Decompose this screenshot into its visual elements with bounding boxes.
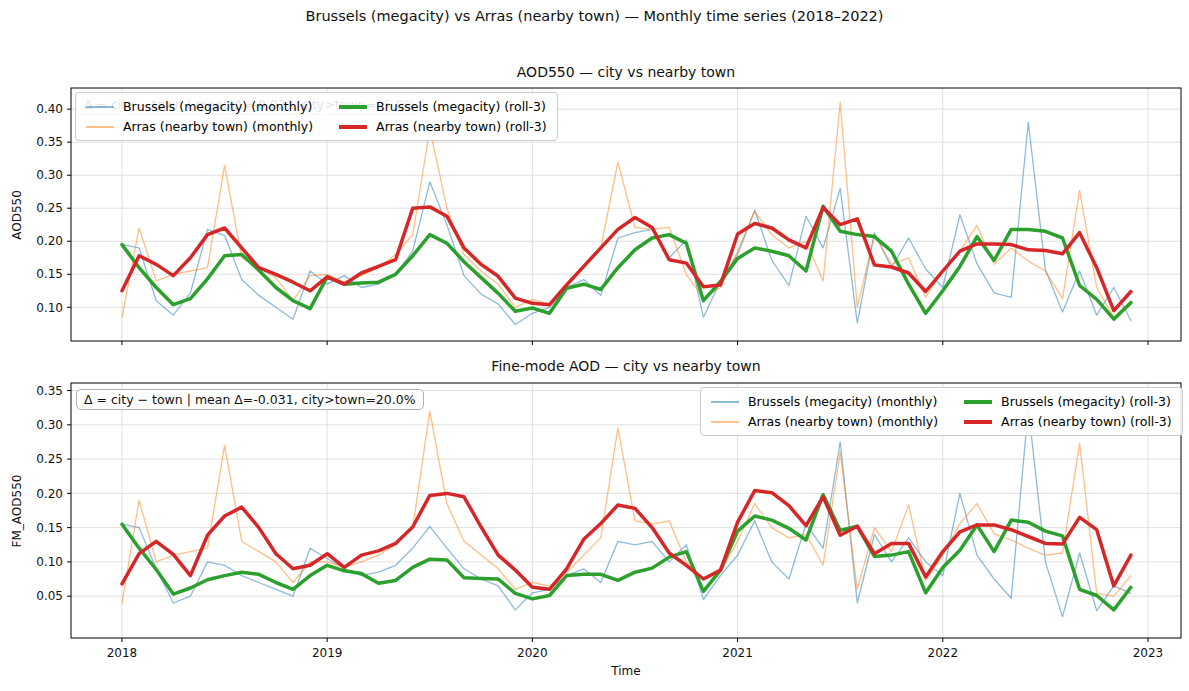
legend-item: Brussels (megacity) (roll-3) <box>339 99 547 114</box>
legend-line-swatch <box>964 400 992 404</box>
legend-label: Brussels (megacity) (roll-3) <box>376 99 546 114</box>
legend-label: Arras (nearby town) (roll-3) <box>1001 414 1172 429</box>
legend-line-swatch <box>86 126 114 128</box>
legend-item: Brussels (megacity) (roll-3) <box>964 394 1172 409</box>
legend-line-swatch <box>964 420 992 424</box>
y-tick-label: 0.35 <box>36 384 63 398</box>
figure: 0.10 0.15 0.20 0.25 0.30 0.35 0.40 0.05 0.10 0.15… <box>0 0 1189 691</box>
y-tick-label: 0.25 <box>36 452 63 466</box>
legend-line-swatch <box>339 105 367 109</box>
x-tick-label: 2023 <box>1133 646 1164 660</box>
x-tick-label: 2020 <box>517 646 548 660</box>
legend-line-swatch <box>86 106 114 108</box>
y-tick-label: 0.15 <box>36 521 63 535</box>
y-tick-label: 0.10 <box>36 301 63 315</box>
legend-item: Brussels (megacity) (monthly) <box>86 99 313 114</box>
y-tick-label: 0.05 <box>36 589 63 603</box>
y-tick-label: 0.30 <box>36 168 63 182</box>
y-tick-label: 0.10 <box>36 555 63 569</box>
legend-line-swatch <box>711 421 739 423</box>
legend-label: Brussels (megacity) (monthly) <box>123 99 312 114</box>
x-tick-label: 2018 <box>107 646 138 660</box>
subplot2-legend: Brussels (megacity) (monthly) Arras (nea… <box>700 387 1183 436</box>
y-tick-label: 0.25 <box>36 201 63 215</box>
legend-item: Arras (nearby town) (roll-3) <box>964 414 1172 429</box>
x-tick-label: 2022 <box>928 646 959 660</box>
legend-line-swatch <box>711 401 739 403</box>
legend-item: Arras (nearby town) (monthly) <box>711 414 938 429</box>
legend-label: Arras (nearby town) (roll-3) <box>376 119 547 134</box>
subplot2-annotation: Δ = city − town | mean Δ=-0.031, city>to… <box>76 389 424 410</box>
y-tick-label: 0.40 <box>36 102 63 116</box>
x-tick-label: 2021 <box>722 646 753 660</box>
y-tick-label: 0.30 <box>36 418 63 432</box>
legend-label: Brussels (megacity) (monthly) <box>748 394 937 409</box>
y-tick-label: 0.20 <box>36 234 63 248</box>
legend-item: Arras (nearby town) (roll-3) <box>339 119 547 134</box>
y-tick-label: 0.35 <box>36 135 63 149</box>
y-tick-label: 0.15 <box>36 267 63 281</box>
legend-item: Brussels (megacity) (monthly) <box>711 394 938 409</box>
subplot1-legend: Brussels (megacity) (monthly) Arras (nea… <box>75 92 558 141</box>
y-tick-label: 0.20 <box>36 487 63 501</box>
x-tick-label: 2019 <box>312 646 343 660</box>
legend-line-swatch <box>339 125 367 129</box>
legend-item: Arras (nearby town) (monthly) <box>86 119 313 134</box>
legend-label: Brussels (megacity) (roll-3) <box>1001 394 1171 409</box>
legend-label: Arras (nearby town) (monthly) <box>123 119 313 134</box>
legend-label: Arras (nearby town) (monthly) <box>748 414 938 429</box>
